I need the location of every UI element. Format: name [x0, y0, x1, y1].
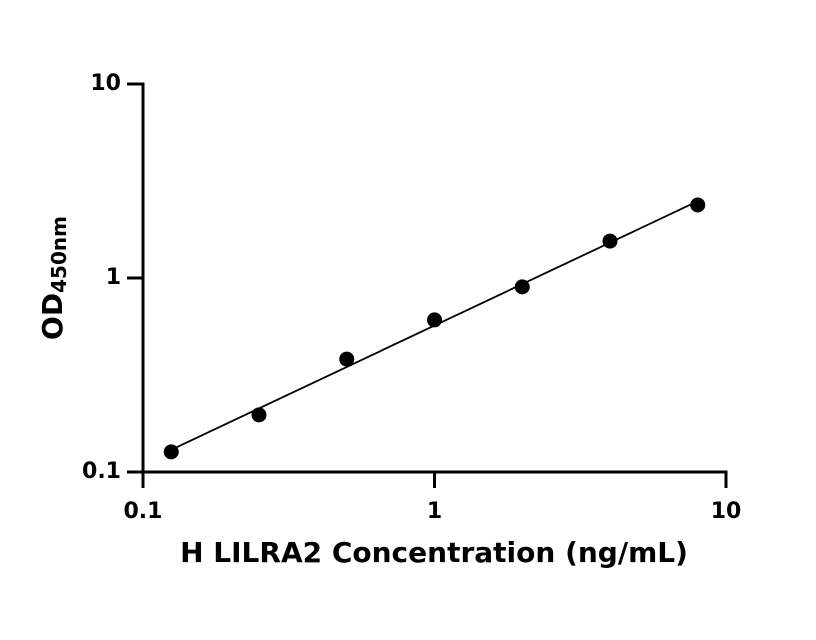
x-axis-title: H LILRA2 Concentration (ng/mL): [180, 536, 688, 569]
y-tick-label: 10: [90, 71, 121, 96]
y-tick-label: 1: [106, 265, 121, 290]
data-point: [163, 444, 179, 460]
y-tick-label: 0.1: [82, 459, 121, 484]
x-tick-label: 10: [711, 499, 742, 524]
data-point: [339, 351, 355, 367]
data-point: [514, 279, 530, 295]
y-axis-title-main: OD: [36, 293, 69, 340]
data-point: [602, 233, 618, 249]
y-axis-title-subscript: 450nm: [47, 216, 71, 293]
x-tick-label: 0.1: [124, 499, 163, 524]
x-tick-label: 1: [427, 499, 442, 524]
data-point: [251, 407, 267, 423]
data-point: [690, 197, 706, 213]
y-axis-title: OD450nm: [36, 216, 71, 340]
data-point: [427, 312, 442, 328]
